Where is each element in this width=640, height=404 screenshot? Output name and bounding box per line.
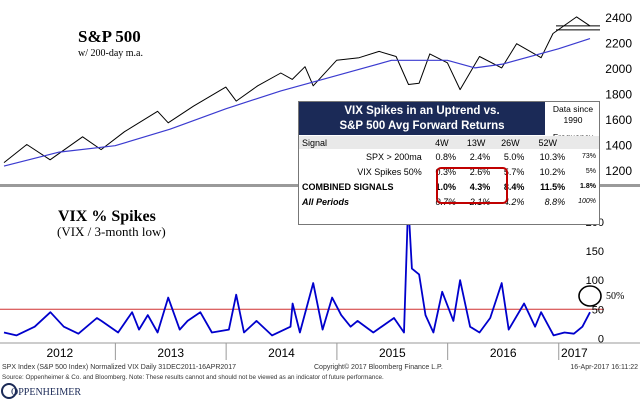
data-since: Data since 1990: [547, 104, 599, 126]
signal-label: All Periods: [302, 196, 350, 207]
table-row: COMBINED SIGNALS 1.0% 4.3% 8.4% 11.5% 1.…: [299, 179, 599, 194]
vix-tick-label: 50: [592, 304, 604, 316]
cell-26w: 4.2%: [503, 196, 525, 207]
year-label: 2017: [561, 346, 588, 360]
spx-title: S&P 500: [78, 27, 141, 46]
footer-left: SPX Index (S&P 500 Index) Normalized VIX…: [2, 364, 236, 371]
year-label: 2016: [490, 346, 517, 360]
cell-4w: 1.0%: [435, 181, 457, 192]
footer-source: Source: Oppenheimer & Co. and Bloomberg.…: [2, 374, 384, 381]
combined-signals-highlight: [436, 167, 508, 204]
cell-13w: 4.3%: [469, 181, 491, 192]
pct-50-label: 50%: [606, 291, 624, 302]
cell-13w: 2.4%: [469, 151, 491, 162]
cell-52w: 8.8%: [544, 196, 566, 207]
cell-52w: 10.2%: [539, 166, 566, 177]
data-since-line1: Data since: [552, 104, 594, 114]
data-since-line2: 1990: [563, 115, 583, 125]
cell-4w: 0.8%: [435, 151, 457, 162]
cell-frequency: 5%: [585, 168, 596, 175]
signal-label: VIX Spikes 50%: [357, 166, 422, 177]
table-row: VIX Spikes 50% 0.3% 2.6% 5.7% 10.2% 5%: [299, 164, 599, 179]
spx-subtitle: w/ 200-day m.a.: [78, 48, 143, 59]
vix-tick-label: 150: [586, 246, 604, 258]
column-header: 26W: [493, 136, 528, 149]
series-layer: [3, 16, 591, 337]
vix-subtitle: (VIX / 3-month low): [57, 224, 166, 239]
footer-center: Copyright© 2017 Bloomberg Finance L.P.: [314, 363, 443, 371]
oppenheimer-logo: OPPENHEIMER: [1, 383, 81, 399]
table-header: VIX Spikes in an Uptrend vs. S&P 500 Avg…: [299, 102, 545, 135]
table-title-line1: VIX Spikes in an Uptrend vs.: [344, 105, 500, 117]
signal-label: SPX > 200ma: [366, 151, 422, 162]
logo-mark-icon: [1, 383, 17, 399]
column-header-frequency: [568, 136, 599, 149]
cell-52w: 11.5%: [540, 181, 566, 192]
table-row: SPX > 200ma 0.8% 2.4% 5.0% 10.3% 73%: [299, 149, 599, 164]
cell-4w: 0.3%: [435, 166, 457, 177]
column-header: 52W: [527, 136, 569, 149]
spx-tick-label: 1400: [605, 138, 632, 152]
vix-tick-label: 0: [598, 333, 604, 345]
column-header: 13W: [459, 136, 494, 149]
cell-52w: 10.3%: [539, 151, 566, 162]
spx-tick-label: 1600: [605, 113, 632, 127]
latest-spike-circle: [578, 285, 602, 307]
cell-13w: 2.6%: [469, 166, 491, 177]
cell-13w: 2.1%: [469, 196, 491, 207]
signal-label: COMBINED SIGNALS: [302, 181, 394, 192]
year-label: 2012: [46, 346, 73, 360]
cell-4w: 0.7%: [435, 196, 457, 207]
cell-frequency: 100%: [578, 198, 596, 205]
column-header: 4W: [424, 136, 460, 149]
year-label: 2014: [268, 346, 295, 360]
vix-title: VIX % Spikes: [58, 208, 156, 225]
table-row: All Periods 0.7% 2.1% 4.2% 8.8% 100%: [299, 194, 599, 209]
spx-200dma-line: [3, 38, 591, 167]
spx-tick-label: 2000: [605, 62, 632, 76]
cell-26w: 8.4%: [503, 181, 525, 192]
year-label: 2015: [379, 346, 406, 360]
cell-26w: 5.0%: [503, 151, 525, 162]
column-header: Signal: [299, 136, 425, 149]
spx-tick-label: 2200: [605, 36, 632, 50]
cell-frequency: 73%: [581, 153, 596, 160]
forward-returns-table: VIX Spikes in an Uptrend vs. S&P 500 Avg…: [298, 101, 600, 225]
axes-layer: 1200140016001800200022002400050100150200…: [46, 11, 632, 360]
logo-text: OPPENHEIMER: [11, 387, 81, 398]
spx-tick-label: 1800: [605, 87, 632, 101]
spx-tick-label: 2400: [605, 11, 632, 25]
spx-tick-label: 1200: [605, 164, 632, 178]
table-column-headers: Signal 4W 13W 26W 52W: [299, 136, 599, 149]
footer-right: 16-Apr-2017 16:11:22: [570, 364, 638, 371]
cell-26w: 5.7%: [503, 166, 525, 177]
vix-tick-label: 100: [586, 275, 604, 287]
year-label: 2013: [157, 346, 184, 360]
vix-spike-line: [3, 200, 591, 337]
returns-grid: Signal 4W 13W 26W 52W SPX > 200ma 0.8% 2…: [299, 136, 599, 209]
spx-price-line: [3, 16, 591, 163]
cell-frequency: 1.8%: [580, 183, 596, 190]
table-title-line2: S&P 500 Avg Forward Returns: [339, 120, 505, 132]
